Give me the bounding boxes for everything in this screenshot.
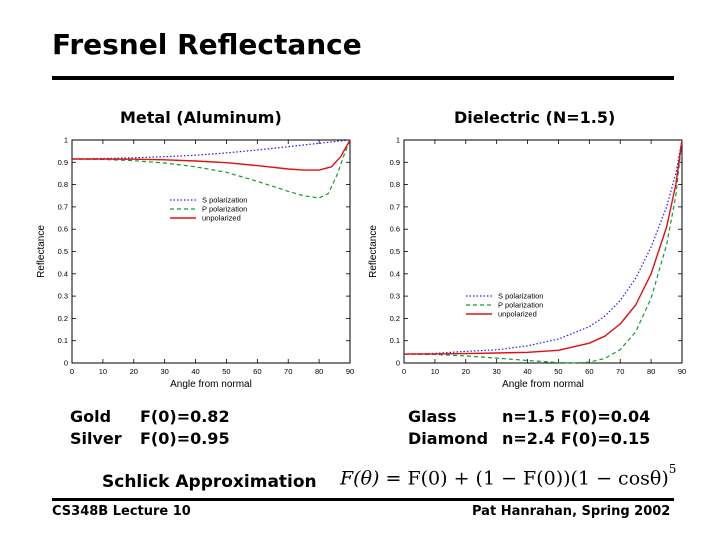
title-rule	[52, 76, 674, 80]
y-axis-label: Reflectance	[368, 225, 379, 278]
x-tick-label: 10	[99, 367, 107, 376]
series-line-s-polarization	[403, 139, 683, 355]
y-tick-label: 0.5	[390, 247, 400, 256]
x-tick-label: 40	[191, 367, 199, 376]
y-tick-label: 0.1	[390, 336, 400, 345]
y-tick-label: 0.9	[390, 158, 400, 167]
y-tick-label: 1	[64, 136, 68, 145]
footer-rule	[52, 498, 674, 501]
chart-dielectric: 0 10 20 30 40 50 60 70 80 90 0 0.1 0.2 0.3 0.4 0.5 0.6 0.…	[368, 136, 686, 391]
glass-name: Glass	[408, 407, 457, 426]
series-line-s-polarization	[71, 139, 351, 160]
y-tick-label: 0.7	[390, 202, 400, 211]
legend-label: P polarization	[202, 205, 247, 214]
formula-rhs: F(0) + (1 − F(0))(1 − cosθ)	[407, 467, 669, 490]
gold-name: Gold	[70, 407, 112, 426]
x-tick-label: 60	[585, 367, 593, 376]
y-tick-label: 0.7	[58, 202, 68, 211]
y-tick-label: 0.8	[390, 180, 400, 189]
legend-label: S polarization	[498, 292, 543, 301]
slide-title: Fresnel Reflectance	[52, 28, 362, 61]
y-axis-label: Reflectance	[36, 225, 47, 278]
x-axis-label: Angle from normal	[170, 379, 252, 390]
x-tick-label: 40	[523, 367, 531, 376]
footer-right: Pat Hanrahan, Spring 2002	[472, 504, 671, 519]
metal-info: Gold F(0)=0.82 Silver F(0)=0.95	[70, 406, 320, 452]
y-tick-label: 0.2	[58, 314, 68, 323]
schlick-label: Schlick Approximation	[102, 472, 317, 492]
schlick-formula: F(θ) = F(0) + (1 − F(0))(1 − cosθ)5	[340, 462, 676, 490]
y-tick-label: 0.5	[58, 247, 68, 256]
x-tick-label: 50	[222, 367, 230, 376]
gold-value: F(0)=0.82	[140, 407, 230, 426]
series-line-p-polarization	[403, 139, 683, 364]
legend-label: P polarization	[498, 301, 543, 310]
y-tick-label: 0.3	[390, 292, 400, 301]
x-tick-label: 30	[492, 367, 500, 376]
silver-value: F(0)=0.95	[140, 429, 230, 448]
legend-label: unpolarized	[498, 310, 537, 319]
dielectric-info: Glass n=1.5 F(0)=0.04 Diamond n=2.4 F(0)…	[408, 406, 698, 452]
x-tick-label: 80	[647, 367, 655, 376]
plot-frame	[403, 139, 683, 364]
formula-lhs: F(θ)	[340, 467, 380, 490]
glass-value: n=1.5 F(0)=0.04	[502, 407, 651, 426]
x-tick-label: 10	[431, 367, 439, 376]
series-line-unpolarized	[403, 139, 683, 355]
y-tick-label: 0.4	[390, 269, 400, 278]
chart-title-metal: Metal (Aluminum)	[120, 108, 282, 127]
y-tick-label: 0.9	[58, 158, 68, 167]
x-tick-label: 0	[402, 367, 406, 376]
x-tick-label: 20	[462, 367, 470, 376]
y-tick-label: 0.3	[58, 292, 68, 301]
y-tick-label: 0.8	[58, 180, 68, 189]
x-tick-label: 90	[346, 367, 354, 376]
silver-name: Silver	[70, 429, 122, 448]
formula-exponent: 5	[668, 462, 677, 476]
chart-title-dielectric: Dielectric (N=1.5)	[454, 108, 616, 127]
y-tick-label: 0.2	[390, 314, 400, 323]
x-tick-label: 20	[130, 367, 138, 376]
x-tick-label: 0	[70, 367, 74, 376]
plot-frame	[71, 139, 351, 364]
x-tick-label: 70	[616, 367, 624, 376]
footer-left: CS348B Lecture 10	[52, 504, 191, 519]
series-line-unpolarized	[72, 139, 351, 171]
x-tick-label: 30	[160, 367, 168, 376]
y-tick-label: 0.6	[390, 225, 400, 234]
x-tick-label: 90	[678, 367, 686, 376]
series-line-p-polarization	[71, 139, 351, 199]
legend-label: S polarization	[202, 196, 247, 205]
y-tick-label: 0	[396, 359, 400, 368]
y-tick-label: 1	[396, 136, 400, 145]
y-tick-label: 0.4	[58, 269, 68, 278]
formula-eq: =	[379, 467, 408, 490]
y-tick-label: 0	[64, 359, 68, 368]
y-tick-label: 0.1	[58, 336, 68, 345]
x-axis-label: Angle from normal	[502, 379, 584, 390]
chart-metal: 0 10 20 30 40 50 60 70 80 90 0 0.1 0.2 0.3 0.4 0.5 0.6 0.…	[36, 136, 354, 391]
x-tick-label: 50	[554, 367, 562, 376]
x-tick-label: 60	[253, 367, 261, 376]
x-tick-label: 80	[315, 367, 323, 376]
diamond-value: n=2.4 F(0)=0.15	[502, 429, 651, 448]
y-tick-label: 0.6	[58, 225, 68, 234]
x-tick-label: 70	[284, 367, 292, 376]
legend-label: unpolarized	[202, 214, 241, 223]
diamond-name: Diamond	[408, 429, 489, 448]
